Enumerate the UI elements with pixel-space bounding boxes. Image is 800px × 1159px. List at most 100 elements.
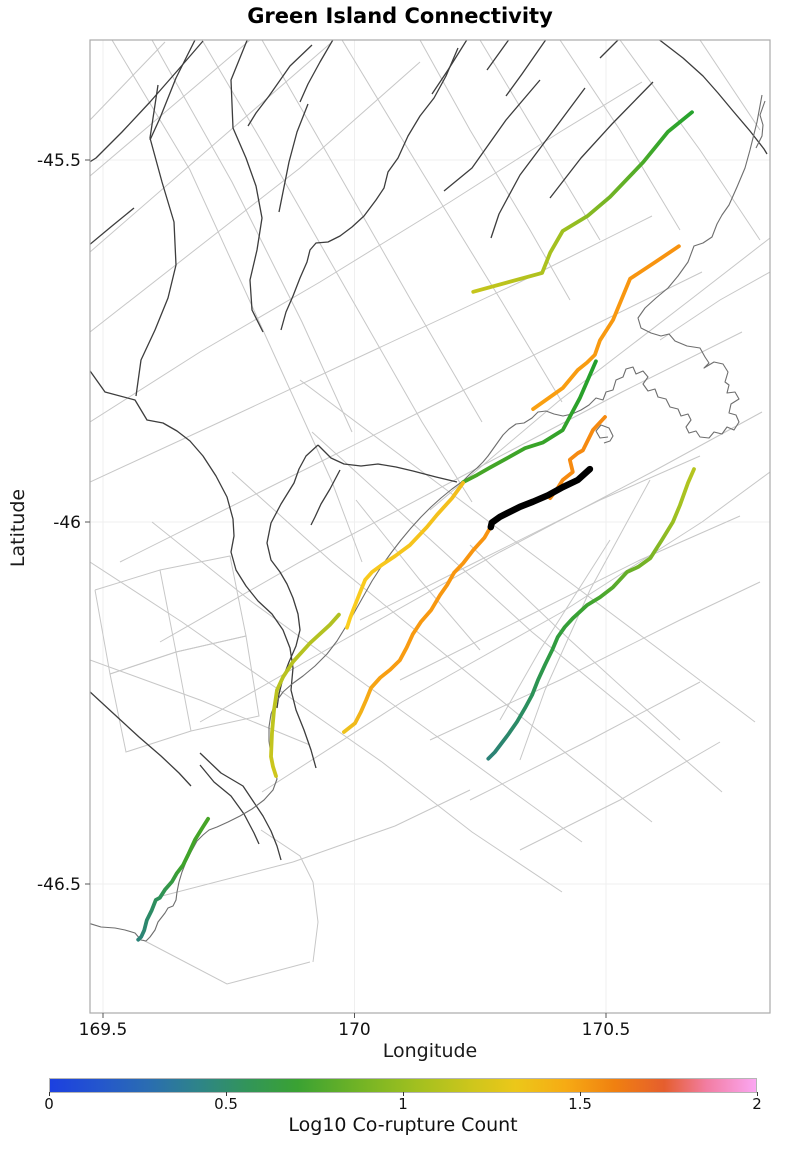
map-layers bbox=[90, 40, 770, 1013]
background-fault-line bbox=[419, 40, 571, 301]
background-fault-line bbox=[311, 431, 723, 793]
colorbar-ticks: 0 0.5 1 1.5 2 bbox=[0, 1092, 800, 1115]
background-fault-line bbox=[90, 41, 333, 253]
background-fault-line bbox=[399, 515, 741, 681]
background-fault-line bbox=[90, 61, 421, 333]
background-fault-line bbox=[111, 40, 363, 563]
y-tick-label: -46 bbox=[53, 513, 81, 533]
background-fault-line bbox=[292, 789, 471, 863]
background-fault-line-dark bbox=[658, 40, 768, 155]
x-tick-label: 170 bbox=[338, 1020, 370, 1040]
x-axis-label: Longitude bbox=[382, 1040, 478, 1062]
background-fault-line bbox=[519, 741, 721, 851]
plot-border bbox=[89, 39, 771, 1014]
background-fault-line bbox=[90, 40, 251, 177]
chart-title: Green Island Connectivity bbox=[247, 4, 553, 28]
background-fault-line bbox=[519, 479, 651, 761]
background-fault-line-dark bbox=[90, 690, 192, 787]
long-orange-fault bbox=[341, 523, 494, 734]
background-fault-line bbox=[159, 331, 743, 643]
east-teal-green-fault bbox=[486, 467, 696, 761]
central-green-fault bbox=[461, 359, 598, 485]
background-fault-line bbox=[151, 40, 353, 433]
background-fault-line bbox=[659, 271, 770, 341]
y-tick-label: -45.5 bbox=[37, 151, 81, 171]
background-fault-line-dark bbox=[310, 469, 341, 526]
background-fault-line-dark bbox=[230, 40, 264, 333]
colorbar-tick-mark bbox=[757, 1092, 758, 1096]
y-tick-label: -46.5 bbox=[37, 875, 81, 895]
colorbar-tick-label: 2 bbox=[752, 1095, 762, 1113]
background-fault-line bbox=[261, 40, 483, 423]
background-fault-line bbox=[90, 215, 653, 483]
olive-fault bbox=[269, 612, 341, 778]
background-fault-line bbox=[260, 829, 319, 963]
background-fault-line bbox=[559, 40, 681, 231]
background-fault-line bbox=[94, 569, 177, 675]
background-fault-line bbox=[201, 40, 473, 503]
colorbar-tick-label: 1.5 bbox=[568, 1095, 592, 1113]
background-fault-line-dark bbox=[90, 40, 204, 163]
background-fault-line-dark bbox=[135, 84, 177, 397]
colorbar-label: Log10 Co-rupture Count bbox=[288, 1114, 518, 1136]
background-fault-line-dark bbox=[199, 752, 282, 861]
background-fault-line bbox=[90, 81, 643, 423]
colorbar-gradient bbox=[49, 1078, 757, 1093]
background-fault-line bbox=[429, 237, 770, 511]
background-fault-line-dark bbox=[90, 207, 135, 246]
background-fault-line bbox=[479, 40, 601, 241]
background-fault-line bbox=[175, 635, 260, 732]
background-fault-line-dark bbox=[90, 369, 317, 769]
background-fault-line-dark bbox=[266, 444, 319, 709]
background-fault-line-dark bbox=[247, 44, 313, 127]
colorbar-tick-mark bbox=[226, 1092, 227, 1096]
background-fault-line-dark bbox=[549, 81, 654, 199]
northeast-orange-fault bbox=[531, 244, 681, 412]
background-fault-line-dark bbox=[443, 79, 541, 192]
background-fault-line bbox=[499, 539, 611, 721]
colorbar-tick-label: 1 bbox=[398, 1095, 408, 1113]
background-fault-line bbox=[355, 499, 481, 651]
background-fault-line bbox=[299, 379, 756, 723]
background-fault-line bbox=[90, 41, 166, 121]
background-fault-line-dark bbox=[490, 87, 586, 239]
background-fault-line bbox=[119, 271, 703, 563]
coastline bbox=[595, 424, 614, 444]
background-fault-line bbox=[151, 521, 583, 843]
colorbar-tick-mark bbox=[403, 1092, 404, 1096]
background-fault-line bbox=[469, 681, 701, 801]
background-fault-line-dark bbox=[299, 40, 334, 103]
x-tick-label: 170.5 bbox=[582, 1020, 631, 1040]
background-fault-line-dark bbox=[599, 40, 619, 59]
background-fault-line bbox=[429, 581, 761, 741]
background-fault-line bbox=[90, 561, 563, 893]
background-fault-line-dark bbox=[199, 764, 260, 845]
northeast-green-fault bbox=[471, 110, 694, 294]
background-fault-line-dark bbox=[280, 47, 459, 331]
background-fault-line-dark bbox=[149, 40, 196, 141]
background-fault-line bbox=[109, 651, 192, 753]
background-fault-line-dark bbox=[486, 40, 510, 71]
background-fault-line-dark bbox=[317, 444, 458, 483]
southwest-teal-green-fault bbox=[136, 816, 211, 942]
background-fault-line bbox=[261, 471, 770, 793]
background-fault-line-dark bbox=[431, 40, 468, 95]
background-fault-line bbox=[157, 861, 294, 898]
gold-fault bbox=[345, 480, 466, 630]
y-axis-label: Latitude bbox=[7, 488, 29, 568]
background-fault-line bbox=[359, 455, 701, 621]
background-fault-line bbox=[469, 544, 681, 741]
colorbar-tick-label: 0.5 bbox=[214, 1095, 238, 1113]
background-fault-line bbox=[142, 939, 311, 985]
colorbar-tick-mark bbox=[580, 1092, 581, 1096]
background-fault-line-dark bbox=[278, 103, 309, 213]
coastline bbox=[90, 94, 763, 942]
colorbar-tick-mark bbox=[49, 1092, 50, 1096]
colorbar-tick-label: 0 bbox=[44, 1095, 54, 1113]
background-fault-line bbox=[619, 40, 761, 241]
background-fault-line bbox=[341, 40, 563, 403]
green-island-highlight-fault bbox=[487, 465, 594, 531]
coastline bbox=[755, 100, 766, 149]
